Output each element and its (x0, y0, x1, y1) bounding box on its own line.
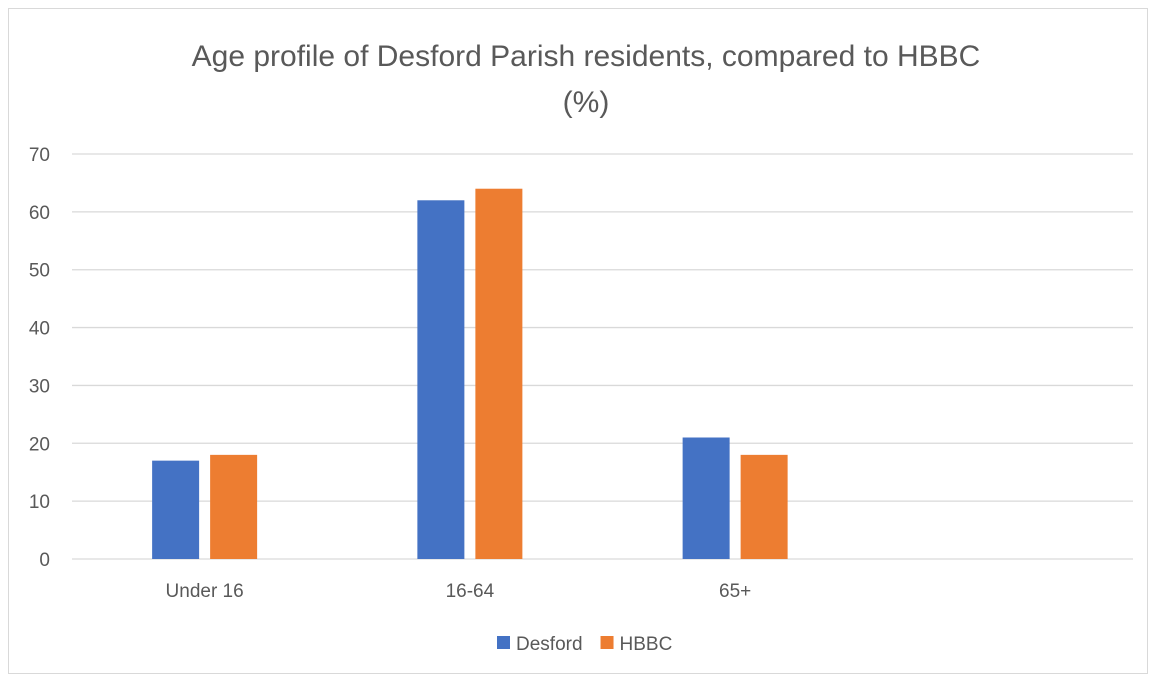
legend-swatch-hbbc (600, 636, 614, 649)
y-tick-label: 30 (29, 376, 50, 397)
chart-title-line-1: Age profile of Desford Parish residents,… (192, 40, 981, 73)
bar-hbbc-0 (210, 454, 258, 559)
x-tick-label: 16-64 (446, 581, 495, 602)
y-tick-label: 10 (29, 492, 50, 513)
x-axis-tick-labels: Under 16 16-64 65+ (166, 581, 752, 602)
chart-frame (8, 8, 1148, 674)
chart-title-line-2: (%) (563, 86, 610, 119)
y-tick-label: 70 (29, 145, 50, 166)
y-tick-label: 60 (29, 203, 50, 224)
y-tick-label: 50 (29, 261, 50, 282)
bar-desford-2 (682, 437, 730, 559)
bars (152, 188, 788, 560)
bar-hbbc-2 (740, 454, 788, 559)
chart-title: Age profile of Desford Parish residents,… (192, 40, 981, 119)
bar-desford-1 (417, 200, 465, 560)
y-tick-label: 40 (29, 319, 50, 340)
legend: Desford HBBC (497, 634, 672, 655)
legend-swatch-desford (497, 636, 510, 649)
x-tick-label: 65+ (719, 581, 751, 602)
y-tick-label: 20 (29, 434, 50, 455)
bar-hbbc-1 (475, 188, 523, 559)
bar-desford-0 (152, 460, 200, 559)
x-tick-label: Under 16 (166, 581, 244, 602)
y-tick-label: 0 (39, 550, 50, 571)
y-axis-tick-labels: 0 10 20 30 40 50 60 70 (29, 145, 50, 571)
legend-label-desford: Desford (516, 634, 583, 655)
legend-label-hbbc: HBBC (620, 634, 673, 655)
